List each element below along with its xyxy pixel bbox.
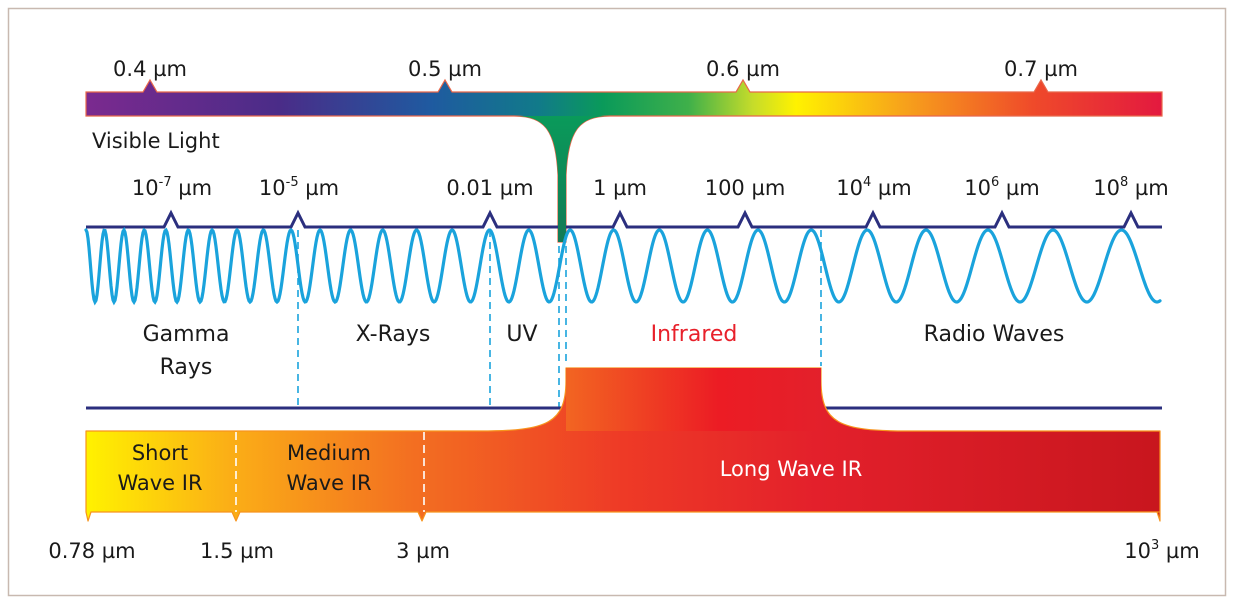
ir-dividers [235,432,425,512]
outer-frame [7,7,1227,597]
ir-short-line1: Short [132,441,188,465]
band-gamma-line2: Rays [160,355,213,380]
visible-tick-04: 0.4 µm [113,57,187,81]
em-tick-0.01: 0.01 µm [446,176,533,200]
ir-tick-3: 3 µm [396,539,450,563]
visible-tick-05: 0.5 µm [408,57,482,81]
ir-long-label: Long Wave IR [720,457,863,481]
visible-tick-06: 0.6 µm [706,57,780,81]
ir-short-line2: Wave IR [117,471,202,495]
ir-breakout-bar [85,367,1161,522]
em-tick-1e4: 104 µm [836,175,912,200]
em-tick-1e6: 106 µm [964,175,1040,200]
band-uv: UV [506,322,537,347]
visible-tick-07: 0.7 µm [1004,57,1078,81]
em-scale-line [86,209,1162,229]
em-tick-100: 100 µm [705,176,786,200]
band-xrays: X-Rays [356,322,431,347]
ir-medium-line2: Wave IR [286,471,371,495]
visible-light-funnel [514,116,610,242]
band-infrared: Infrared [651,322,738,347]
em-tick-1: 1 µm [593,176,647,200]
em-tick-1e-5: 10-5 µm [259,175,339,200]
ir-tick-1.5: 1.5 µm [200,539,274,563]
band-separators [297,230,822,410]
em-tick-1e-7: 10-7 µm [132,175,212,200]
em-tick-1e8: 108 µm [1093,175,1169,200]
ir-medium-line1: Medium [287,441,371,465]
ir-top-block [566,368,821,431]
em-wave [84,226,1162,306]
visible-light-label: Visible Light [92,129,220,153]
band-radio: Radio Waves [924,322,1065,347]
band-gamma-line1: Gamma [143,322,230,347]
ir-tick-1e3: 103 µm [1124,538,1200,563]
ir-tick-0.78: 0.78 µm [48,539,135,563]
